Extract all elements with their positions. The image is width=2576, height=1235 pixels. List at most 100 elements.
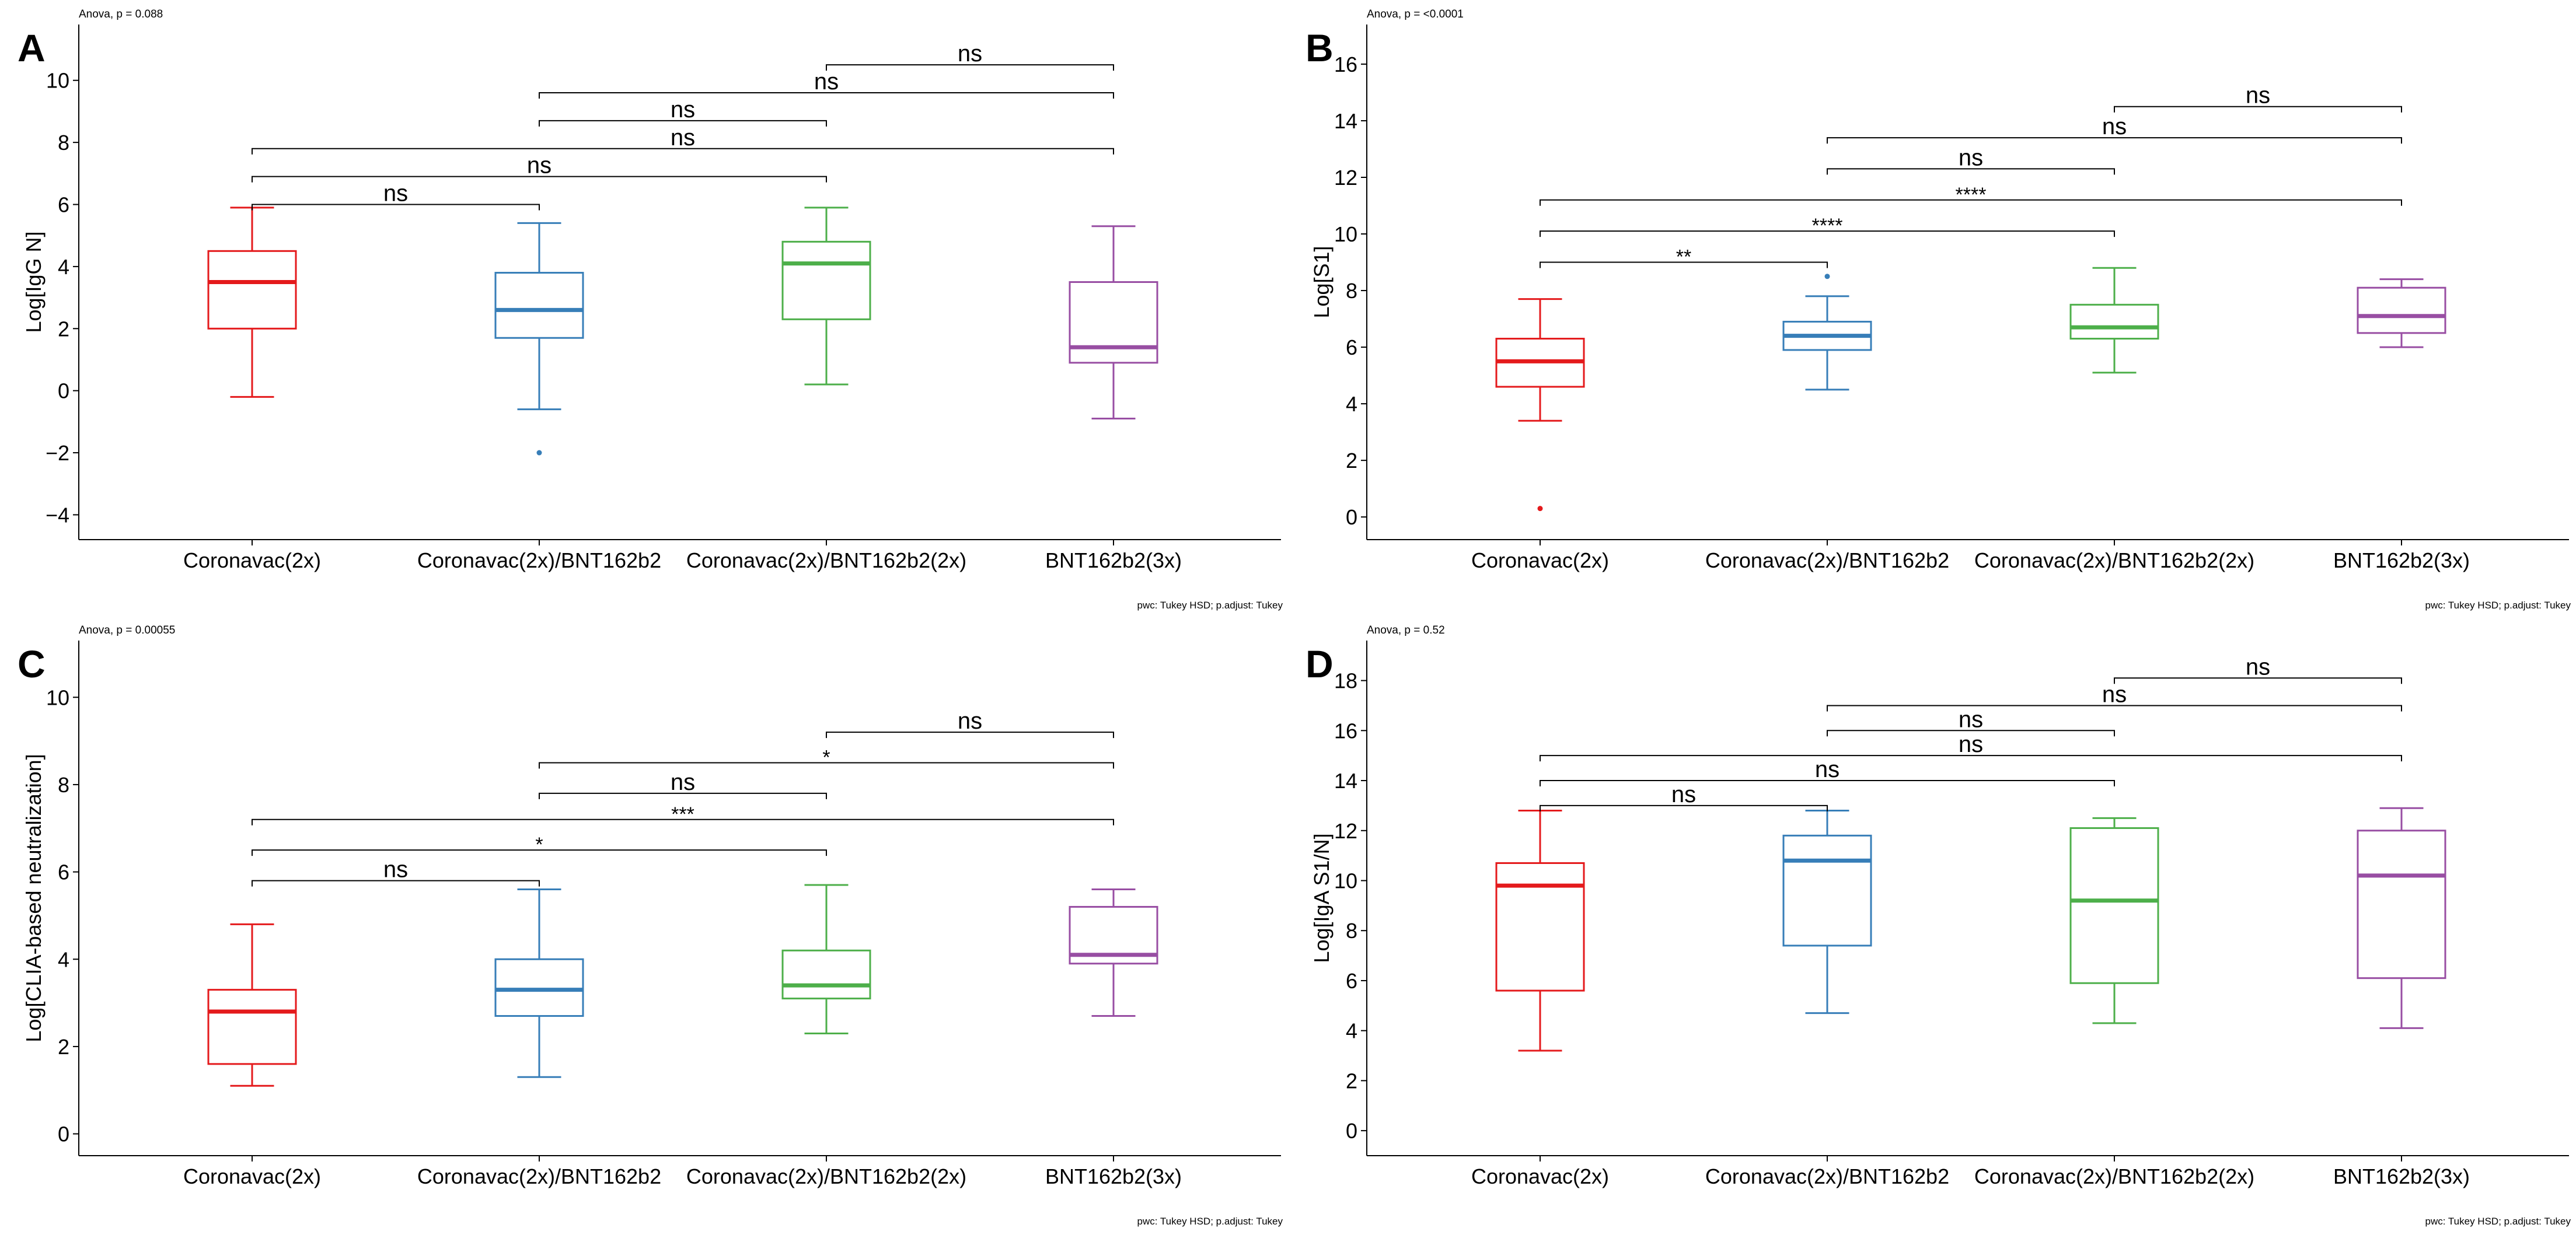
comparison-bracket: ns (252, 153, 827, 183)
bracket-line (1540, 755, 2402, 762)
y-tick-label: 10 (46, 69, 69, 93)
comparison-bracket: ns (1540, 782, 1828, 811)
panel-d-chart: Anova, p = 0.52 D 0 2 4 6 8 10 12 14 16 18 Log[IgA S… (1306, 624, 2571, 1227)
significance-label: * (535, 834, 543, 856)
significance-label: **** (1956, 184, 1987, 206)
box-body (2069, 303, 2159, 340)
box-2 (494, 222, 584, 456)
y-tick-label: 8 (1346, 279, 1357, 303)
box-4 (1069, 225, 1158, 420)
y-tick-label: 12 (1334, 166, 1357, 190)
outlier-point (1537, 506, 1543, 512)
panel-letter: C (18, 642, 46, 685)
significance-label: ns (2102, 681, 2127, 707)
bracket-line (252, 818, 1114, 825)
panel-d: Anova, p = 0.52 D 0 2 4 6 8 10 12 14 16 18 Log[IgA S… (1288, 616, 2576, 1232)
caption: pwc: Tukey HSD; p.adjust: Tukey (1137, 1216, 1283, 1227)
bracket-line (2114, 677, 2402, 684)
panel-a: Anova, p = 0.088 A −4 −2 0 2 4 6 8 10 Log[IgG N] Co… (0, 0, 1288, 616)
comparison-bracket: ns (2114, 83, 2402, 113)
panel-letter: D (1306, 642, 1334, 685)
x-tick-label: BNT162b2(3x) (2333, 548, 2470, 572)
bracket-line (252, 880, 540, 887)
comparison-bracket: ** (1540, 246, 1828, 268)
y-tick-label: 10 (1334, 222, 1357, 246)
panel-b-chart: Anova, p = <0.0001 B 0 2 4 6 8 10 12 14 16 Log[S1] C… (1306, 8, 2571, 611)
comparison-bracket: ns (1540, 757, 2115, 787)
y-tick-label: 4 (1346, 1019, 1357, 1043)
y-tick-label: 6 (58, 860, 69, 884)
x-tick-label: BNT162b2(3x) (1045, 548, 1182, 572)
anova-label: Anova, p = 0.52 (1367, 624, 1445, 636)
box-2 (1782, 274, 1872, 391)
comparison-bracket: ns (539, 769, 827, 799)
significance-label: ns (383, 857, 408, 883)
box-2 (1782, 809, 1872, 1014)
significance-label: ns (2246, 83, 2270, 109)
y-tick-label: −4 (46, 503, 69, 527)
x-tick-label: Coronavac(2x)/BNT162b2(2x) (686, 548, 966, 572)
comparison-bracket: ns (1827, 681, 2402, 712)
significance-label: ns (1959, 145, 1983, 170)
comparison-bracket: ns (252, 857, 540, 887)
box-3 (781, 207, 871, 386)
box-body (2357, 830, 2446, 979)
outlier-point (536, 450, 542, 456)
y-tick-label: 8 (58, 131, 69, 155)
y-tick-label: 16 (1334, 53, 1357, 76)
bracket-line (826, 732, 1114, 739)
comparison-bracket: ns (826, 41, 1114, 71)
bracket-line (1540, 199, 2402, 206)
y-tick-label: 4 (58, 947, 69, 971)
bracket-line (1540, 261, 1828, 268)
x-tick-label: Coronavac(2x)/BNT162b2(2x) (1974, 1164, 2254, 1188)
bracket-line (1827, 137, 2402, 144)
x-tick-label: BNT162b2(3x) (2333, 1164, 2470, 1188)
bracket-line (1827, 168, 2115, 175)
panel-c: Anova, p = 0.00055 C 0 2 4 6 8 10 Log[CLIA-based… (0, 616, 1288, 1232)
anova-label: Anova, p = <0.0001 (1367, 8, 1464, 20)
significance-label: **** (1812, 215, 1843, 237)
comparison-bracket: ns (252, 181, 540, 211)
box-body (2357, 286, 2446, 334)
y-tick-label: 0 (1346, 505, 1357, 529)
box-1 (207, 207, 297, 398)
y-tick-label: 16 (1334, 719, 1357, 743)
comparison-bracket: ns (539, 97, 827, 127)
bracket-line (539, 92, 1114, 99)
y-tick-label: 4 (58, 255, 69, 279)
bracket-line (252, 849, 827, 856)
significance-label: ns (383, 181, 408, 207)
significance-label: *** (671, 803, 694, 825)
anova-label: Anova, p = 0.00055 (79, 624, 175, 636)
y-tick-label: 6 (1346, 335, 1357, 359)
bracket-line (1540, 230, 2115, 237)
y-tick-label: −2 (46, 441, 69, 465)
y-tick-label: 0 (1346, 1119, 1357, 1143)
x-tick-label: Coronavac(2x)/BNT162b2(2x) (686, 1164, 966, 1188)
caption: pwc: Tukey HSD; p.adjust: Tukey (2425, 1216, 2571, 1227)
y-tick-label: 2 (58, 317, 69, 341)
significance-label: ns (2102, 114, 2127, 139)
bracket-line (539, 120, 827, 127)
x-tick-label: Coronavac(2x)/BNT162b2 (417, 548, 661, 572)
box-4 (1069, 888, 1158, 1017)
panel-a-chart: Anova, p = 0.088 A −4 −2 0 2 4 6 8 10 Log[IgG N] Co… (18, 8, 1283, 611)
comparison-bracket: *** (252, 803, 1114, 825)
box-1 (1495, 298, 1585, 512)
box-body (207, 989, 297, 1065)
y-tick-label: 0 (58, 379, 69, 403)
bracket-line (252, 204, 540, 211)
x-tick-label: Coronavac(2x)/BNT162b2(2x) (1974, 548, 2254, 572)
y-tick-label: 18 (1334, 669, 1357, 693)
comparison-bracket: ns (1540, 732, 2402, 762)
significance-label: ns (1671, 782, 1696, 807)
significance-label: ns (958, 41, 982, 67)
y-tick-label: 10 (46, 685, 69, 709)
box-body (781, 240, 871, 320)
y-tick-label: 8 (1346, 919, 1357, 943)
bracket-line (1827, 705, 2402, 712)
significance-label: ** (1676, 246, 1691, 268)
y-tick-label: 6 (1346, 969, 1357, 993)
box-4 (2357, 807, 2446, 1029)
